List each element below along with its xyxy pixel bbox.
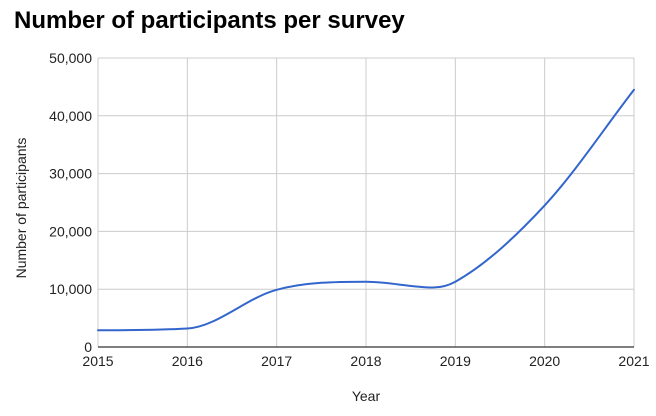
tick-labels: 2015 2016 2017 2018 2019 2020 2021 0 10,000 20,00… — [49, 50, 650, 369]
series-line-0 — [97, 88, 635, 332]
y-tick-label: 20,000 — [49, 223, 92, 239]
x-tick-label: 2020 — [529, 353, 560, 369]
x-tick-label: 2015 — [82, 353, 113, 369]
grid-lines — [97, 57, 635, 348]
x-tick-label: 2019 — [440, 353, 471, 369]
x-tick-label: 2021 — [618, 353, 649, 369]
series-layer — [97, 88, 635, 332]
chart-title: Number of participants per survey — [14, 7, 405, 34]
y-tick-label: 40,000 — [49, 108, 92, 124]
y-axis-title: Number of participants — [13, 138, 29, 279]
x-tick-label: 2018 — [350, 353, 381, 369]
x-tick-label: 2016 — [172, 353, 203, 369]
y-tick-label: 30,000 — [49, 166, 92, 182]
y-tick-label: 50,000 — [49, 50, 92, 66]
y-tick-label: 0 — [84, 339, 92, 355]
y-tick-label: 10,000 — [49, 281, 92, 297]
x-axis-title: Year — [352, 388, 381, 404]
x-tick-label: 2017 — [261, 353, 292, 369]
